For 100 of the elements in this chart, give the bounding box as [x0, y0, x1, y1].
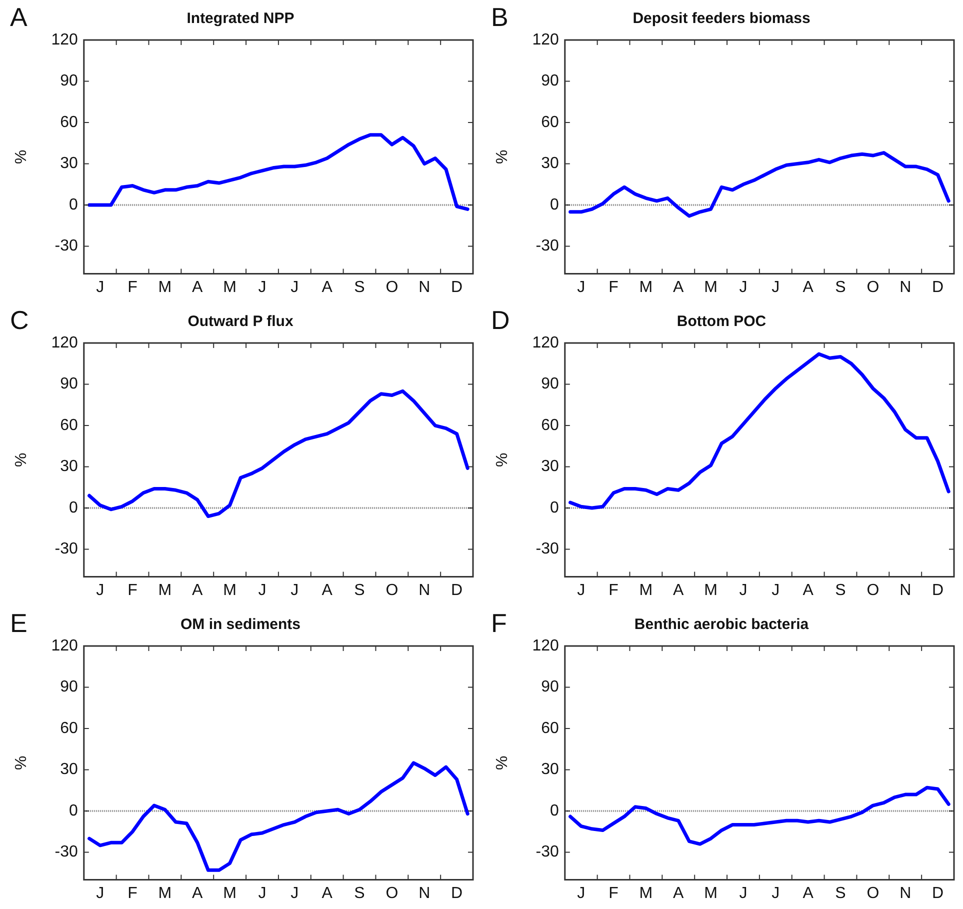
x-tick-label: D [451, 278, 463, 296]
x-tick-label: S [835, 884, 846, 902]
x-tick-label: A [322, 582, 333, 599]
x-tick-label: A [802, 278, 814, 296]
x-tick-label: O [386, 278, 398, 296]
y-tick-label: 90 [60, 376, 78, 393]
x-tick-label: J [577, 278, 586, 296]
y-tick-label: 30 [541, 155, 559, 172]
y-tick-label: 30 [60, 761, 78, 778]
y-tick-label: 90 [541, 678, 559, 696]
chart-title: Outward P flux [188, 313, 294, 330]
x-tick-label: O [866, 884, 880, 902]
x-tick-label: M [704, 582, 718, 599]
y-tick-label: 120 [532, 637, 559, 654]
x-tick-label: A [322, 278, 333, 296]
y-axis-title: % [13, 756, 30, 770]
x-tick-label: J [577, 582, 586, 599]
x-tick-label: N [418, 582, 430, 599]
y-axis-title: % [494, 756, 512, 770]
x-tick-label: M [158, 884, 172, 902]
x-tick-label: J [290, 884, 299, 902]
y-tick-label: 60 [60, 720, 78, 737]
x-tick-label: J [772, 884, 780, 902]
y-axis-title: % [494, 150, 512, 164]
x-tick-label: J [739, 278, 748, 296]
x-tick-label: J [290, 278, 299, 296]
x-tick-label: S [354, 582, 365, 599]
x-tick-label: D [451, 884, 463, 902]
x-tick-label: M [639, 582, 653, 599]
x-tick-label: O [386, 582, 398, 599]
x-tick-label: S [835, 278, 846, 296]
x-tick-label: J [96, 884, 104, 902]
y-tick-label: 30 [541, 761, 559, 778]
x-tick-label: S [354, 278, 365, 296]
x-tick-label: J [739, 582, 748, 599]
chart-title: Bottom POC [676, 313, 766, 330]
x-tick-label: A [673, 884, 684, 902]
y-tick-label: 120 [532, 31, 559, 48]
x-tick-label: S [835, 582, 846, 599]
y-tick-label: 0 [68, 196, 78, 214]
x-tick-label: A [673, 582, 684, 599]
chart-title: Integrated NPP [186, 10, 294, 28]
y-tick-label: 60 [541, 114, 559, 131]
x-tick-label: J [96, 582, 104, 599]
x-tick-label: D [451, 582, 463, 599]
y-tick-label: -30 [536, 540, 559, 558]
y-tick-label: 120 [51, 334, 78, 352]
text: A [10, 2, 28, 33]
y-tick-label: 90 [541, 376, 559, 393]
x-tick-label: J [258, 582, 266, 599]
x-tick-label: A [192, 278, 204, 296]
y-tick-label: -30 [54, 540, 78, 558]
y-tick-label: 60 [60, 416, 78, 434]
x-tick-label: J [96, 278, 104, 296]
y-tick-label: 120 [51, 31, 78, 48]
text: D [491, 305, 510, 336]
x-tick-label: M [223, 278, 236, 296]
x-tick-label: N [418, 884, 430, 902]
x-tick-label: A [673, 278, 684, 296]
y-tick-label: 60 [541, 416, 559, 434]
y-axis-title: % [13, 150, 30, 164]
y-tick-label: 60 [60, 114, 78, 131]
x-tick-label: N [900, 884, 912, 902]
y-tick-label: -30 [54, 844, 78, 861]
y-tick-label: -30 [536, 238, 559, 255]
x-tick-label: N [900, 582, 912, 599]
x-tick-label: J [772, 278, 780, 296]
x-tick-label: A [322, 884, 333, 902]
x-tick-label: M [223, 582, 236, 599]
x-tick-label: F [128, 582, 138, 599]
x-tick-label: F [608, 278, 619, 296]
x-tick-label: S [354, 884, 365, 902]
x-tick-label: M [223, 884, 236, 902]
x-tick-label: J [258, 884, 266, 902]
y-tick-label: 0 [68, 499, 78, 516]
x-tick-label: M [704, 278, 718, 296]
text: F [491, 608, 507, 639]
y-tick-label: 120 [532, 334, 559, 352]
y-tick-label: 120 [51, 637, 78, 654]
x-tick-label: D [932, 582, 944, 599]
x-tick-label: N [418, 278, 430, 296]
y-tick-label: 0 [550, 802, 559, 820]
x-tick-label: M [639, 884, 653, 902]
y-tick-label: 0 [68, 802, 78, 820]
y-tick-label: 0 [550, 196, 559, 214]
text: E [10, 608, 28, 639]
x-tick-label: F [608, 884, 619, 902]
x-tick-label: M [158, 582, 172, 599]
x-tick-label: O [866, 582, 880, 599]
y-tick-label: 90 [541, 72, 559, 90]
x-tick-label: M [704, 884, 718, 902]
x-tick-label: F [128, 884, 138, 902]
x-tick-label: O [866, 278, 880, 296]
chart-title: OM in sediments [180, 616, 301, 634]
text: C [10, 305, 29, 336]
x-tick-label: O [386, 884, 398, 902]
x-tick-label: J [772, 582, 780, 599]
x-tick-label: A [802, 582, 814, 599]
text: B [491, 2, 508, 33]
y-tick-label: -30 [536, 844, 559, 861]
